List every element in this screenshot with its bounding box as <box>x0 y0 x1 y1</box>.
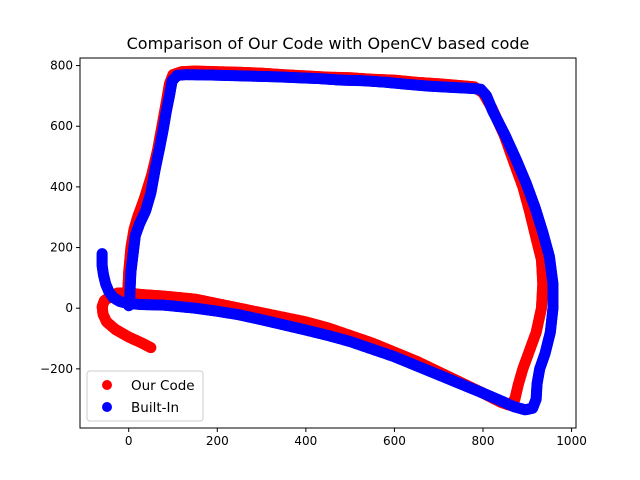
y-tick-label: 800 <box>50 59 73 73</box>
y-tick-label: 0 <box>65 301 73 315</box>
chart-title: Comparison of Our Code with OpenCV based… <box>127 34 530 53</box>
legend: Our Code Built-In <box>86 370 204 422</box>
data-point <box>123 300 135 312</box>
y-tick-label: −200 <box>40 362 73 376</box>
x-tick-label: 400 <box>294 434 317 448</box>
y-tick-label: 600 <box>50 119 73 133</box>
plot-frame <box>79 57 577 429</box>
x-axis-ticks: 0 200 400 600 800 1000 <box>125 428 587 448</box>
legend-box <box>86 370 204 422</box>
legend-marker-built-in <box>102 402 112 412</box>
y-axis-ticks: −200 0 200 400 600 800 <box>40 59 80 376</box>
x-tick-label: 0 <box>125 434 133 448</box>
series-layer <box>96 65 559 416</box>
legend-marker-our-code <box>102 380 112 390</box>
series-built-in <box>96 69 559 416</box>
legend-label-built-in: Built-In <box>131 400 179 416</box>
x-tick-label: 200 <box>206 434 229 448</box>
x-tick-label: 800 <box>472 434 495 448</box>
legend-label-our-code: Our Code <box>131 378 195 394</box>
y-tick-label: 400 <box>50 180 73 194</box>
x-tick-label: 1000 <box>556 434 587 448</box>
x-tick-label: 600 <box>383 434 406 448</box>
y-tick-label: 200 <box>50 241 73 255</box>
